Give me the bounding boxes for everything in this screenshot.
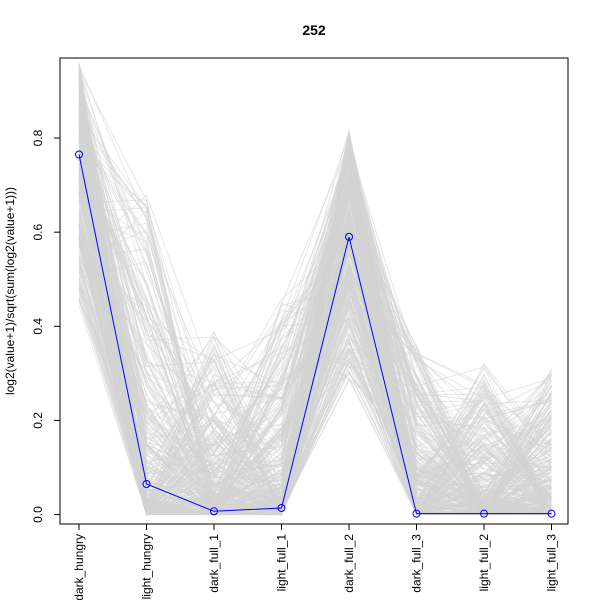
y-tick-label: 0.2 <box>31 412 45 429</box>
background-line <box>78 181 552 497</box>
y-tick-label: 0.8 <box>31 129 45 146</box>
x-tick-label: light_full_2 <box>477 534 491 592</box>
highlight-point-dark_hungry <box>75 150 83 159</box>
background-line <box>78 70 552 509</box>
background-line <box>78 164 552 516</box>
background-line <box>78 146 552 515</box>
background-line <box>78 114 552 516</box>
plot-frame <box>59 57 569 525</box>
background-line <box>78 191 552 516</box>
background-line <box>78 112 552 516</box>
highlight-point-light_hungry <box>142 479 151 488</box>
background-line <box>78 151 552 509</box>
x-tick-label: light_full_3 <box>545 534 559 592</box>
background-line <box>78 147 552 508</box>
highlight-point-dark_full_2 <box>345 232 353 241</box>
highlight-point-dark_full_1 <box>210 507 218 516</box>
background-line <box>78 134 552 511</box>
highlight-point-light_full_3 <box>547 509 556 518</box>
highlight-point-light_full_1 <box>277 503 286 512</box>
y-tick-label: 0.6 <box>31 223 45 240</box>
x-tick-label: light_full_1 <box>275 534 289 592</box>
background-line <box>78 148 552 516</box>
background-line <box>78 150 552 516</box>
x-tick-label: dark_hungry <box>72 534 86 600</box>
background-line <box>78 147 552 515</box>
background-line <box>78 261 552 516</box>
chart-title: 252 <box>302 22 326 38</box>
x-tick-label: dark_full_3 <box>410 534 424 593</box>
y-axis-label: log2(value+1)/sqrt(sum(log2(value+1))) <box>3 187 17 395</box>
background-line <box>78 177 552 513</box>
highlight-point-dark_full_3 <box>412 509 421 518</box>
y-axis: 0.0 0.2 0.4 0.6 0.8 <box>31 129 60 523</box>
highlight-point-light_full_2 <box>480 509 488 518</box>
highlight-line <box>78 154 552 515</box>
y-tick-label: 0.0 <box>31 506 45 523</box>
background-line <box>78 141 552 516</box>
background-line <box>78 124 552 516</box>
background-line <box>78 136 552 516</box>
x-tick-label: dark_full_2 <box>342 534 356 593</box>
background-line <box>78 215 552 516</box>
x-axis: dark_hungry light_hungry dark_full_1 light_… <box>72 524 559 600</box>
background-line <box>78 220 552 516</box>
background-lines <box>78 62 552 517</box>
y-tick-label: 0.4 <box>31 318 45 335</box>
x-tick-label: light_hungry <box>140 534 154 599</box>
background-line <box>78 172 552 516</box>
x-tick-label: dark_full_1 <box>207 534 221 593</box>
highlight-series <box>75 150 556 518</box>
